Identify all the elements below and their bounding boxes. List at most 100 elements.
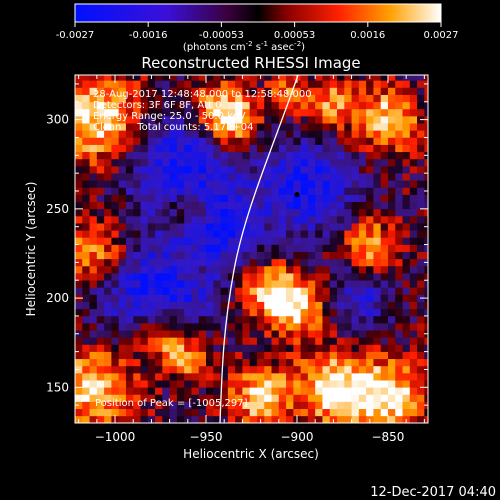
heatmap-cell (387, 337, 396, 345)
heatmap-cell (286, 351, 294, 360)
heatmap-cell (82, 173, 90, 181)
heatmap-cell (322, 380, 331, 388)
heatmap-cell (184, 258, 192, 267)
heatmap-cell (169, 123, 178, 131)
heatmap-cell (220, 373, 229, 381)
heatmap-cell (409, 323, 418, 331)
heatmap-cell (147, 294, 156, 302)
heatmap-cell (424, 251, 428, 260)
heatmap-cell (293, 230, 301, 238)
heatmap-cell (155, 387, 163, 395)
heatmap-cell (155, 344, 163, 352)
heatmap-cell (220, 323, 229, 331)
heatmap-cell (366, 173, 374, 181)
heatmap-cell (89, 144, 98, 153)
heatmap-cell (169, 237, 178, 245)
heatmap-cell (417, 130, 425, 138)
heatmap-cell (235, 265, 243, 274)
heatmap-cell (198, 358, 207, 367)
heatmap-cell (286, 237, 294, 245)
heatmap-cell (184, 223, 192, 231)
heatmap-cell (140, 208, 149, 217)
heatmap-cell (111, 94, 119, 103)
heatmap-cell (271, 330, 280, 338)
heatmap-cell (104, 223, 112, 231)
colorbar-tick-label: 0.0016 (350, 30, 385, 41)
heatmap-cell (286, 287, 294, 295)
heatmap-cell (417, 251, 425, 260)
heatmap-cell (147, 308, 156, 317)
heatmap-cell (147, 401, 156, 410)
heatmap-cell (337, 251, 345, 260)
heatmap-cell (337, 294, 345, 302)
heatmap-cell (227, 294, 236, 302)
heatmap-cell (402, 80, 411, 88)
heatmap-cell (75, 137, 83, 145)
heatmap-cell (235, 387, 243, 395)
heatmap-cell (125, 223, 134, 231)
heatmap-cell (176, 365, 185, 374)
heatmap-cell (184, 358, 192, 367)
heatmap-cell (213, 158, 221, 167)
heatmap-cell (395, 230, 403, 238)
heatmap-cell (337, 158, 345, 167)
heatmap-cell (264, 130, 272, 138)
heatmap-cell (307, 237, 316, 245)
heatmap-cell (191, 323, 200, 331)
heatmap-cell (176, 130, 185, 138)
heatmap-cell (351, 408, 360, 417)
heatmap-cell (380, 144, 389, 153)
heatmap-cell (373, 408, 381, 417)
heatmap-cell (89, 87, 98, 95)
heatmap-cell (286, 373, 294, 381)
heatmap-cell (366, 180, 374, 188)
heatmap-cell (329, 208, 338, 217)
heatmap-cell (206, 351, 214, 360)
heatmap-cell (125, 351, 134, 360)
heatmap-cell (118, 215, 127, 224)
heatmap-cell (322, 401, 331, 410)
heatmap-cell (271, 223, 280, 231)
heatmap-cell (358, 344, 367, 352)
heatmap-cell (300, 75, 309, 81)
heatmap-cell (198, 108, 207, 117)
heatmap-cell (373, 130, 381, 138)
heatmap-cell (235, 273, 243, 281)
heatmap-cell (140, 230, 149, 238)
heatmap-cell (169, 380, 178, 388)
heatmap-cell (307, 365, 316, 374)
heatmap-cell (227, 308, 236, 317)
heatmap-cell (147, 358, 156, 367)
heatmap-cell (249, 351, 258, 360)
x-axis-label: Heliocentric X (arcsec) (183, 447, 319, 461)
heatmap-cell (89, 415, 98, 423)
heatmap-cell (140, 75, 149, 81)
heatmap-cell (184, 265, 192, 274)
heatmap-cell (344, 344, 352, 352)
heatmap-cell (242, 315, 250, 324)
heatmap-cell (111, 130, 119, 138)
colorbar-tick-label: -0.0027 (56, 30, 95, 41)
heatmap-cell (133, 258, 141, 267)
heatmap-cell (75, 208, 83, 217)
heatmap-cell (104, 315, 112, 324)
heatmap-cell (395, 116, 403, 124)
heatmap-cell (373, 337, 381, 345)
heatmap-cell (242, 265, 250, 274)
heatmap-cell (242, 130, 250, 138)
heatmap-cell (125, 401, 134, 410)
heatmap-cell (140, 323, 149, 331)
heatmap-cell (220, 201, 229, 210)
heatmap-cell (162, 308, 170, 317)
heatmap-cell (140, 308, 149, 317)
heatmap-cell (89, 273, 98, 281)
heatmap-cell (395, 401, 403, 410)
heatmap-cell (96, 273, 105, 281)
heatmap-cell (89, 223, 98, 231)
heatmap-cell (395, 101, 403, 110)
heatmap-cell (125, 380, 134, 388)
heatmap-cell (264, 173, 272, 181)
heatmap-cell (213, 208, 221, 217)
heatmap-cell (191, 194, 200, 203)
heatmap-cell (307, 215, 316, 224)
